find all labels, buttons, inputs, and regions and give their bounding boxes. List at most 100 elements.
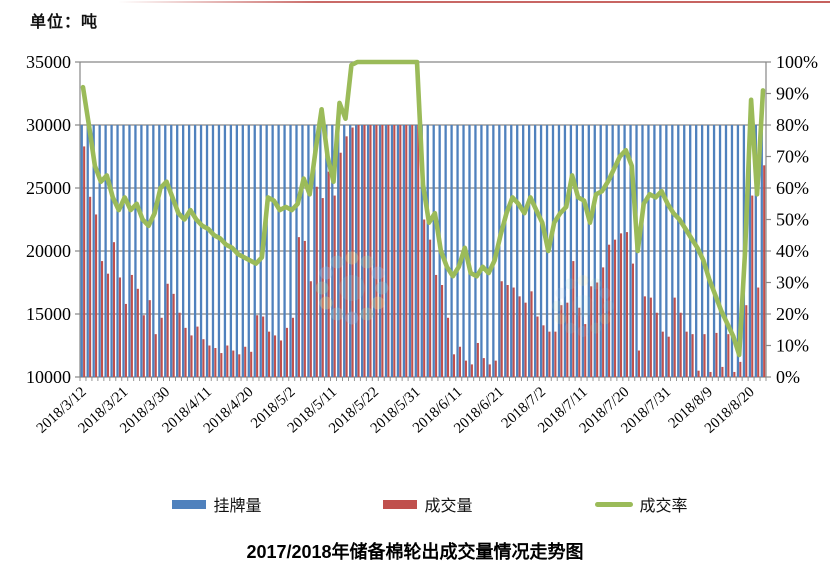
deal-volume-bar (619, 233, 623, 377)
listed-volume-bar (569, 125, 573, 377)
listed-volume-bar (587, 125, 590, 377)
listed-volume-bar (474, 125, 477, 377)
deal-volume-bar (578, 307, 581, 377)
deal-volume-bar (530, 291, 533, 377)
listed-volume-bar (164, 125, 167, 377)
deal-volume-bar (482, 358, 485, 377)
deal-volume-bar (494, 360, 497, 377)
deal-volume-bar (184, 327, 187, 377)
listed-volume-bar (271, 125, 274, 377)
legend-swatch-deal-volume (383, 499, 418, 509)
deal-volume-bar (745, 305, 748, 377)
listed-volume-bar (325, 125, 328, 377)
deal-volume-bar (643, 296, 646, 377)
watermark-dot (319, 266, 333, 280)
listed-volume-bar (748, 125, 751, 377)
deal-volume-bar (554, 331, 557, 377)
deal-volume-bar (614, 239, 617, 377)
watermark-dot (360, 255, 374, 269)
listed-volume-bar (468, 125, 471, 377)
y-axis-label-right: 80% (776, 115, 809, 135)
deal-volume-bar (130, 274, 133, 377)
listed-volume-bar (498, 125, 501, 377)
legend-swatch-listed-volume (172, 499, 207, 509)
listed-volume-bar (205, 125, 209, 377)
listed-volume-bar (557, 125, 561, 377)
deal-volume-bar (464, 360, 467, 377)
deal-volume-bar (757, 287, 760, 377)
y-axis-label-left: 35000 (26, 52, 71, 72)
listed-volume-bar (360, 125, 364, 377)
listed-volume-bar (677, 125, 680, 377)
watermark-dot (564, 278, 576, 290)
deal-volume-bar (458, 346, 462, 377)
deal-volume-bar (429, 239, 432, 377)
y-axis-label-left: 15000 (26, 304, 71, 324)
listed-volume-bar (712, 125, 716, 377)
deal-volume-bar (590, 286, 593, 377)
deal-volume-bar (446, 317, 450, 377)
deal-volume-bar (476, 342, 479, 377)
y-axis-label-left: 25000 (26, 178, 71, 198)
listed-volume-bar (116, 125, 119, 377)
deal-volume-bar (631, 263, 634, 377)
deal-volume-bar (411, 125, 414, 377)
listed-volume-bar (289, 125, 292, 377)
deal-volume-bar (733, 371, 736, 377)
deal-volume-bar (625, 232, 629, 377)
listed-volume-bar (516, 125, 519, 377)
deal-volume-bar (697, 370, 700, 377)
listed-volume-bar (539, 125, 543, 377)
watermark-dot (360, 307, 374, 321)
deal-rate-line (80, 59, 766, 358)
legend-swatch-deal-rate (594, 501, 633, 507)
deal-volume-bar (160, 317, 163, 377)
deal-volume-bar (345, 136, 348, 377)
deal-volume-bar (202, 339, 205, 377)
deal-volume-bar (148, 300, 151, 377)
watermark-dot (590, 322, 602, 334)
deal-volume-bar (751, 195, 754, 377)
unit-label: 单位：吨 (30, 14, 99, 31)
watermark-dot (330, 255, 344, 269)
listed-volume-bar (396, 125, 400, 377)
deal-volume-bar (739, 361, 742, 377)
watermark-dot (319, 296, 333, 310)
deal-volume-bar (673, 297, 676, 377)
listed-volume-bar (134, 125, 137, 377)
listed-volume-bar (647, 125, 650, 377)
listed-volume-bar (700, 125, 704, 377)
listed-volume-bar (319, 125, 322, 377)
deal-volume-bar (208, 345, 211, 377)
deal-volume-bar (715, 332, 718, 377)
listed-volume-bar (629, 125, 632, 377)
deal-volume-bar (536, 316, 539, 377)
watermark-dot (315, 281, 329, 295)
deal-volume-bar (136, 288, 139, 377)
listed-volume-bar (563, 125, 567, 377)
listed-volume-bar (80, 125, 83, 377)
deal-volume-bar (685, 331, 688, 377)
watermark-dot (577, 275, 589, 286)
watermark-dot (555, 287, 567, 299)
deal-volume-bar (172, 293, 175, 377)
listed-volume-bar (372, 125, 376, 377)
deal-volume-bar (95, 214, 98, 377)
watermark-dot (345, 251, 359, 265)
deal-volume-bar (518, 296, 521, 377)
watermark-dot (330, 307, 344, 321)
watermark-dot (572, 295, 594, 317)
y-axis-label-right: 20% (776, 304, 809, 324)
legend-item-deal-rate: 成交率 (594, 492, 688, 516)
deal-volume-bar (256, 315, 259, 377)
deal-volume-bar (602, 267, 605, 377)
deal-volume-bar (333, 195, 336, 377)
deal-volume-bar (315, 186, 318, 377)
deal-volume-bar (596, 282, 599, 377)
listed-volume-bar (92, 125, 95, 377)
y-axis-label-left: 20000 (26, 241, 71, 261)
deal-volume-bar (637, 350, 640, 377)
deal-volume-bar (190, 335, 193, 377)
y-axis-label-right: 0% (776, 367, 800, 387)
listed-volume-bar (122, 125, 125, 377)
